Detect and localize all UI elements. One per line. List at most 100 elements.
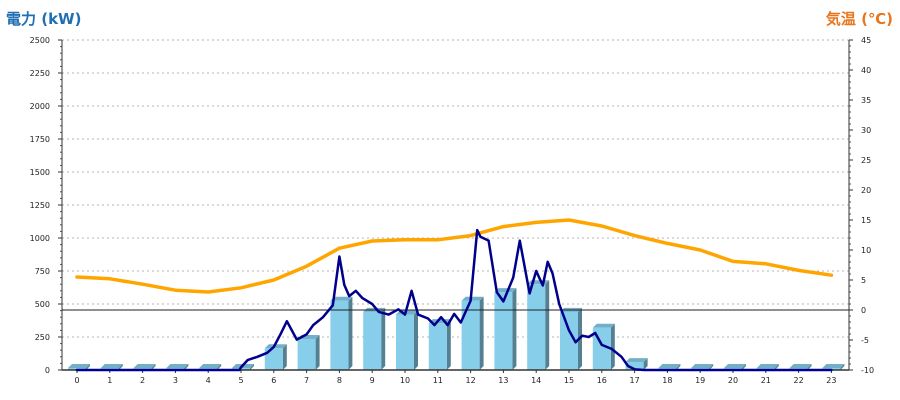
right-tick-label: 35 [861, 96, 871, 105]
x-tick-label: 2 [140, 376, 145, 385]
bar-front [625, 362, 644, 370]
bar-side [217, 364, 222, 370]
series-lines [75, 218, 834, 372]
bar-side [709, 364, 714, 370]
x-tick-label: 18 [662, 376, 672, 385]
bar-top [461, 296, 484, 301]
left-tick-label: 1500 [30, 168, 50, 177]
left-tick-label: 750 [35, 267, 50, 276]
bar-side [479, 296, 484, 370]
bar-top [68, 364, 90, 369]
x-tick-label: 1 [107, 376, 112, 385]
bar-side [282, 344, 287, 370]
x-tick-label: 10 [400, 376, 410, 385]
left-tick-label: 500 [35, 300, 50, 309]
bar-front [330, 300, 349, 370]
bar-front [494, 292, 513, 370]
x-tick-labels: 0 1 2 3 4 5 6 7 8 9 10 11 12 13 14 15 16 17 18 19 20 21 22 23 [74, 376, 836, 385]
x-tick-label: 21 [761, 376, 771, 385]
bar [264, 344, 287, 370]
x-tick-label: 0 [74, 376, 79, 385]
bar [396, 310, 418, 370]
bar-top [789, 364, 812, 369]
right-tick-label: 40 [861, 66, 871, 75]
bar-top [100, 364, 123, 369]
bar-side [414, 310, 418, 370]
right-tick-label: 10 [861, 246, 871, 255]
bar-side [610, 323, 615, 370]
bar-top [822, 364, 845, 369]
bar-side [86, 364, 90, 370]
x-tick-label: 19 [695, 376, 705, 385]
bar-side [643, 358, 648, 370]
bar [330, 296, 353, 370]
right-tick-label: 15 [861, 216, 871, 225]
x-tick-label: 15 [564, 376, 574, 385]
right-tick-label: 0 [861, 306, 866, 315]
bar-front [396, 314, 414, 370]
bar-front [560, 311, 578, 370]
bar-top [133, 364, 156, 369]
bar-top [264, 344, 287, 349]
grid-lines [62, 39, 849, 338]
right-tick-label: 5 [861, 276, 866, 285]
right-tick-label: 25 [861, 156, 871, 165]
bar-top [330, 296, 353, 301]
bar-side [512, 288, 517, 370]
bar-side [118, 364, 123, 370]
bar-side [545, 280, 550, 370]
bar [428, 319, 451, 370]
bar-side [184, 364, 189, 370]
left-tick-label: 250 [35, 333, 50, 342]
x-tick-label: 9 [370, 376, 375, 385]
x-tick-label: 8 [337, 376, 342, 385]
bar [494, 288, 517, 370]
bar-side [348, 296, 353, 370]
right-axis-title: 気温 (℃) [826, 10, 893, 28]
right-tick-labels: -10 -5 0 5 10 15 20 25 30 35 40 45 [861, 36, 874, 375]
bar [461, 296, 484, 370]
right-tick-label: -10 [861, 366, 874, 375]
bar-front [264, 348, 283, 370]
x-tick-label: 17 [630, 376, 640, 385]
x-tick-label: 12 [466, 376, 476, 385]
bar-top [658, 364, 681, 369]
bar-top [625, 358, 648, 363]
left-tick-label: 1000 [30, 234, 50, 243]
bar-side [151, 364, 156, 370]
x-tick-label: 23 [826, 376, 836, 385]
left-axis-title: 電力 (kW) [6, 10, 81, 28]
left-tick-label: 1750 [30, 135, 50, 144]
power-line [75, 228, 833, 372]
left-tick-label: 2500 [30, 36, 50, 45]
bar-side [250, 364, 254, 370]
x-tick-label: 22 [794, 376, 804, 385]
x-tick-label: 20 [728, 376, 738, 385]
bar-top [756, 364, 779, 369]
bar-top [494, 288, 517, 293]
bar-top [691, 364, 714, 369]
bar [625, 358, 648, 370]
bar-side [742, 364, 746, 370]
bar-side [676, 364, 681, 370]
x-tick-label: 4 [206, 376, 211, 385]
x-tick-label: 11 [433, 376, 443, 385]
x-tick-label: 6 [271, 376, 276, 385]
temperature-line [75, 218, 834, 294]
right-tick-label: 45 [861, 36, 871, 45]
bar-front [363, 311, 382, 370]
bar [297, 334, 320, 370]
right-tick-label: -5 [861, 336, 869, 345]
bar-top [592, 323, 615, 328]
bar [527, 280, 550, 370]
bar-side [774, 364, 779, 370]
left-tick-label: 2250 [30, 69, 50, 78]
bar-top [166, 364, 189, 369]
x-tick-label: 7 [304, 376, 309, 385]
bar-side [315, 334, 320, 370]
x-tick-label: 5 [238, 376, 243, 385]
bar-front [428, 323, 447, 370]
bar-top [724, 364, 746, 369]
bar-top [199, 364, 222, 369]
